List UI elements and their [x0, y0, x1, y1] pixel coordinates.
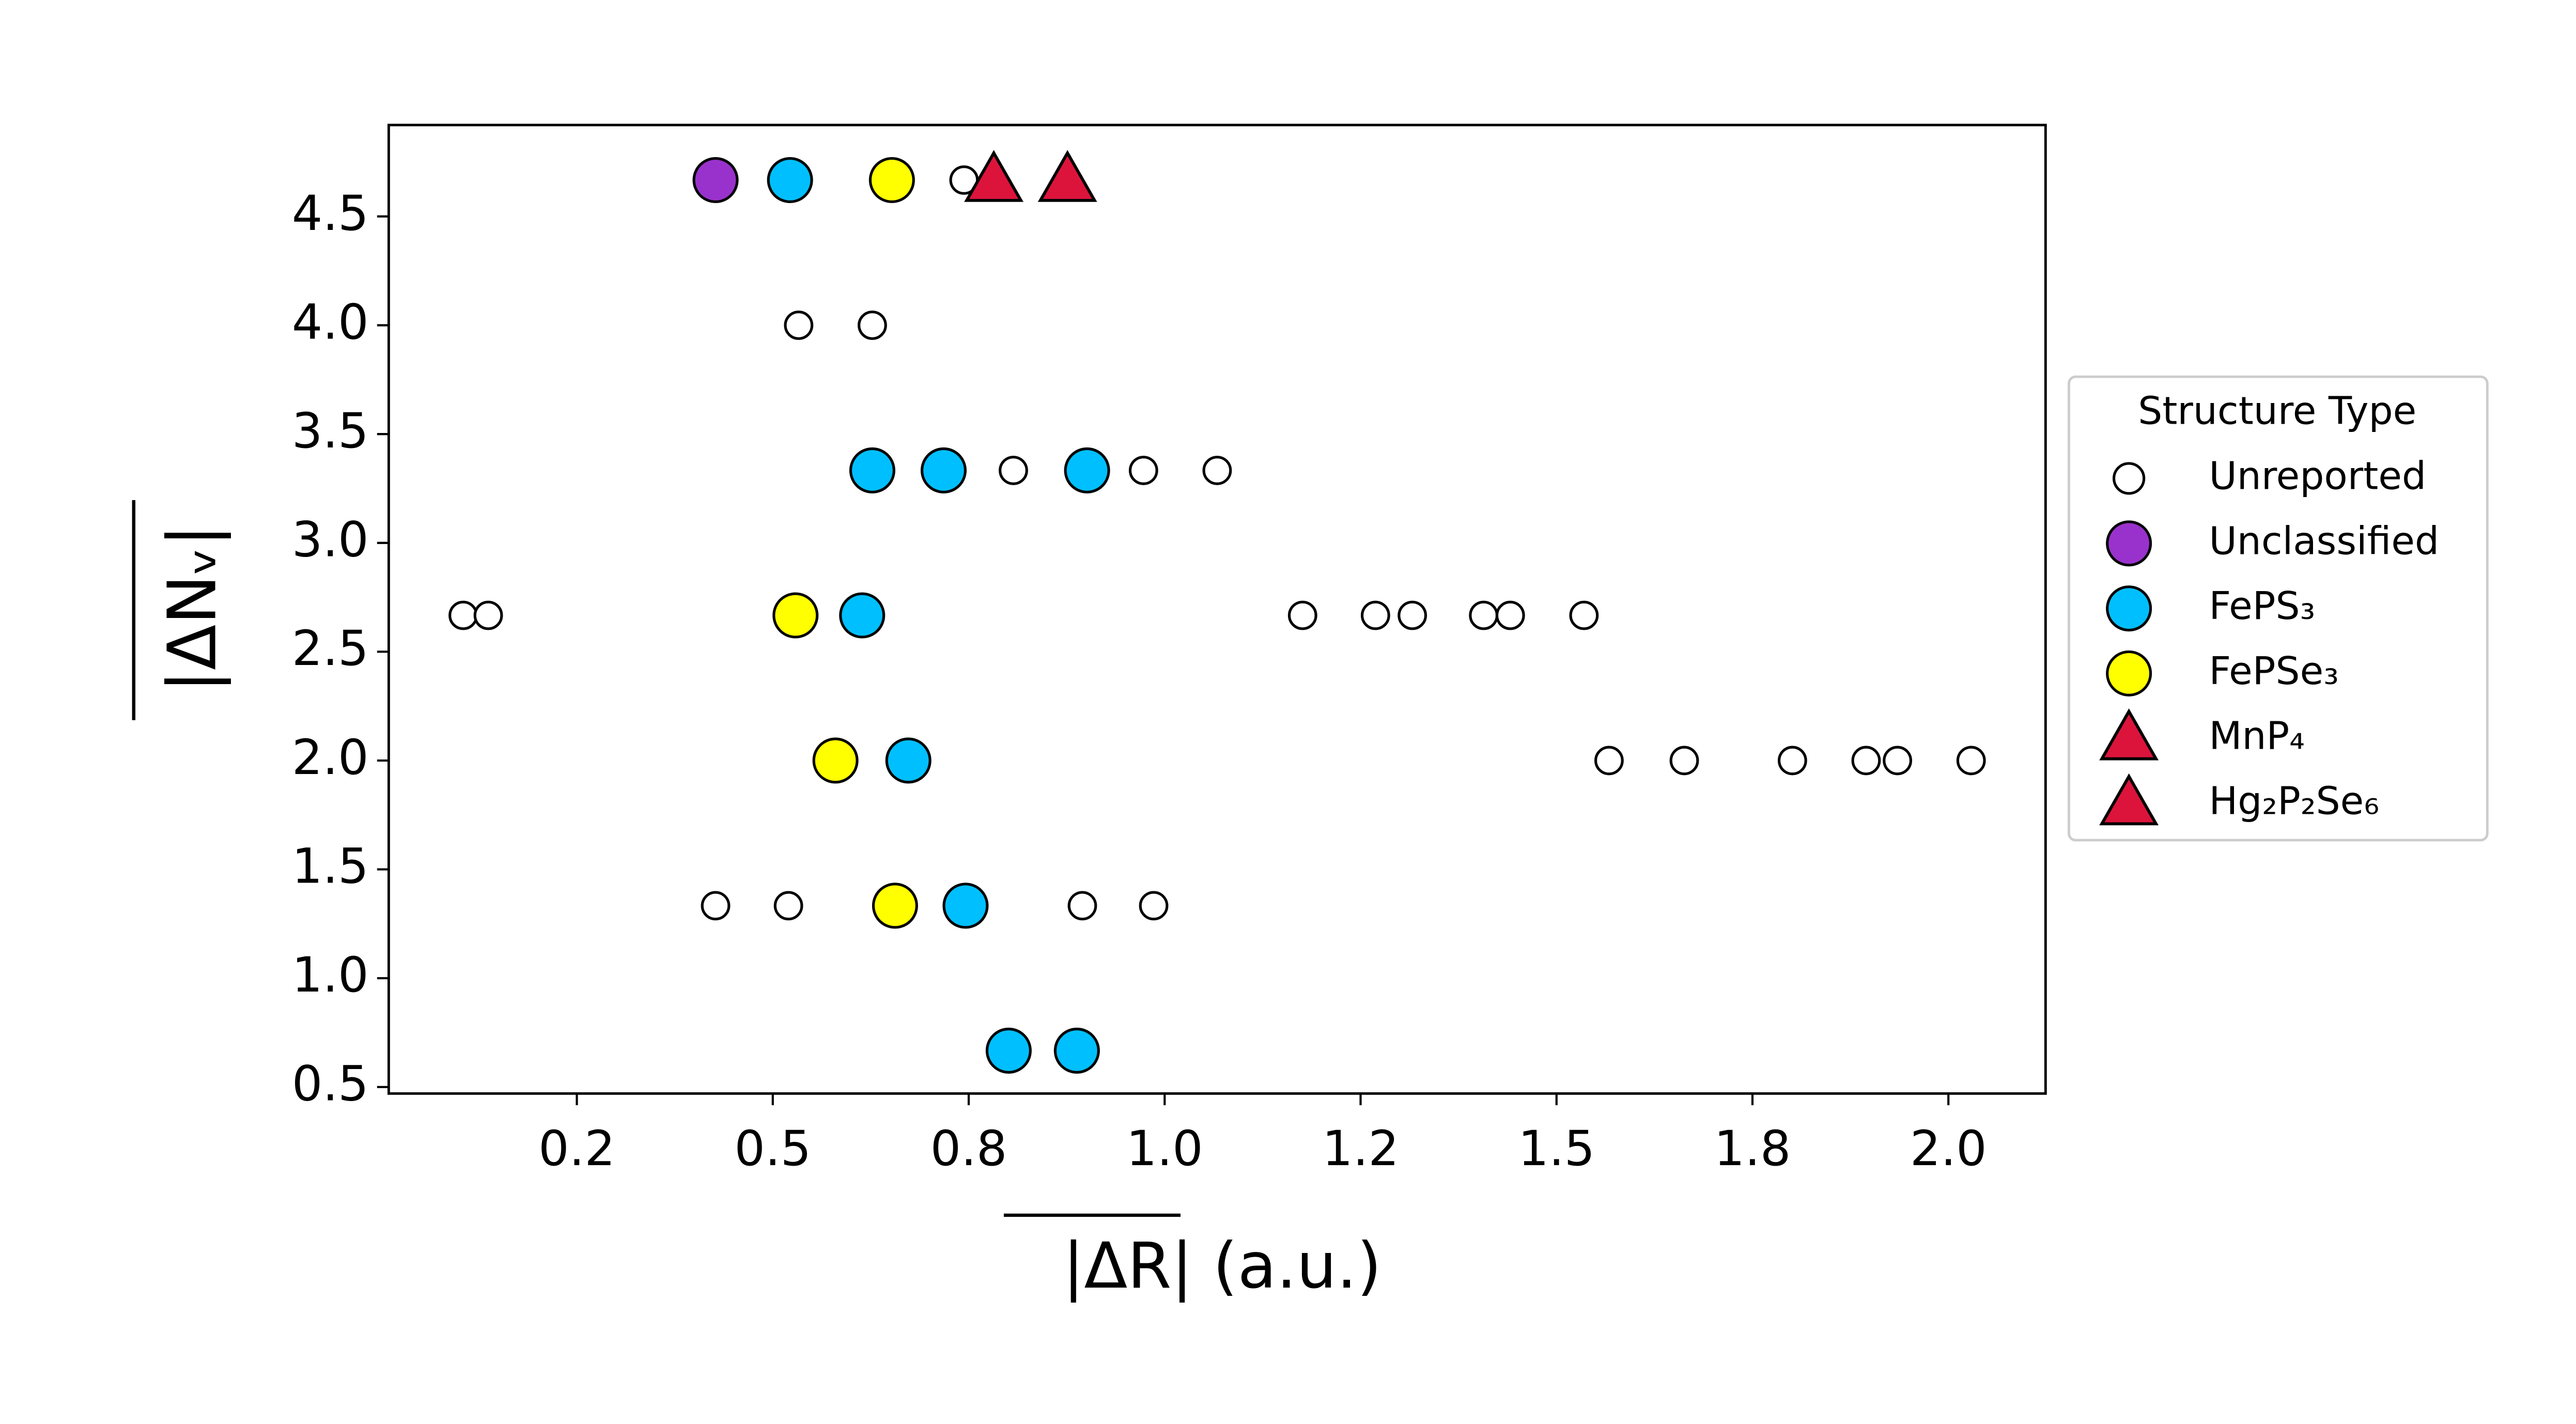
circle-marker	[858, 311, 887, 340]
circle-marker	[812, 737, 859, 784]
y-tick-label: 4.5	[292, 185, 369, 242]
legend-label: Hg₂P₂Se₆	[2209, 779, 2380, 824]
legend-label: Unreported	[2209, 454, 2427, 498]
circle-marker	[1053, 1027, 1100, 1074]
circle-marker	[1495, 600, 1525, 630]
circle-marker	[1777, 746, 1807, 776]
circle-marker	[849, 447, 895, 493]
circle-marker	[985, 1027, 1032, 1074]
circle-marker	[1851, 746, 1881, 776]
legend-marker	[2106, 520, 2152, 567]
circle-marker	[701, 891, 731, 921]
plot-frame	[387, 123, 2047, 1095]
circle-marker	[448, 600, 478, 630]
triangle-marker	[1037, 150, 1097, 202]
legend-marker	[2106, 585, 2152, 632]
legend-label: FePS₃	[2209, 584, 2316, 628]
x-axis-label: |ΔR| (a.u.)	[1063, 1229, 1382, 1303]
circle-marker	[839, 592, 886, 639]
circle-marker	[1594, 746, 1624, 776]
circle-marker	[1669, 746, 1699, 776]
circle-marker	[885, 737, 932, 784]
y-axis-label: |ΔNᵥ|	[154, 524, 231, 693]
legend-label: FePSe₃	[2209, 649, 2339, 693]
x-tick-label: 0.8	[930, 1121, 1007, 1177]
circle-marker	[1287, 600, 1317, 630]
circle-marker	[1360, 600, 1390, 630]
y-tick-label: 1.0	[292, 947, 369, 1003]
circle-marker	[920, 447, 967, 493]
circle-marker	[942, 883, 989, 929]
circle-marker	[1064, 447, 1110, 493]
circle-marker	[1883, 746, 1913, 776]
circle-marker	[1202, 456, 1232, 485]
y-tick-label: 0.5	[292, 1056, 369, 1112]
triangle-marker	[964, 150, 1023, 202]
y-tick-label: 1.5	[292, 838, 369, 894]
legend-marker	[2099, 773, 2159, 826]
y-tick-label: 3.5	[292, 403, 369, 459]
circle-marker	[772, 592, 819, 639]
circle-marker	[1067, 891, 1097, 921]
legend-marker	[2099, 708, 2159, 761]
y-tick-label: 2.0	[292, 730, 369, 786]
legend-label: Unclassified	[2209, 519, 2440, 563]
circle-marker	[872, 883, 918, 929]
y-tick-label: 4.0	[292, 294, 369, 350]
circle-marker	[999, 456, 1028, 485]
legend-marker	[2106, 650, 2152, 696]
x-tick-label: 0.2	[538, 1121, 615, 1177]
legend-box	[2068, 375, 2489, 842]
x-tick-label: 2.0	[1910, 1121, 1987, 1177]
circle-marker	[1956, 746, 1986, 776]
legend-title: Structure Type	[2138, 389, 2416, 434]
y-tick-label: 2.5	[292, 621, 369, 677]
circle-marker	[773, 891, 803, 921]
x-tick-label: 0.5	[734, 1121, 811, 1177]
circle-marker	[473, 600, 503, 630]
circle-marker	[767, 157, 813, 204]
x-tick-label: 1.5	[1518, 1121, 1595, 1177]
x-tick-label: 1.8	[1714, 1121, 1791, 1177]
circle-marker	[1469, 600, 1499, 630]
circle-marker	[692, 157, 739, 204]
y-tick-label: 3.0	[292, 512, 369, 568]
x-tick-label: 1.2	[1322, 1121, 1399, 1177]
legend-marker	[2113, 462, 2146, 495]
circle-marker	[1569, 600, 1599, 630]
x-tick-label: 1.0	[1126, 1121, 1203, 1177]
legend-label: MnP₄	[2209, 714, 2305, 759]
circle-marker	[784, 311, 814, 340]
circle-marker	[1398, 600, 1427, 630]
circle-marker	[868, 157, 915, 204]
circle-marker	[1139, 891, 1169, 921]
circle-marker	[1128, 456, 1158, 485]
